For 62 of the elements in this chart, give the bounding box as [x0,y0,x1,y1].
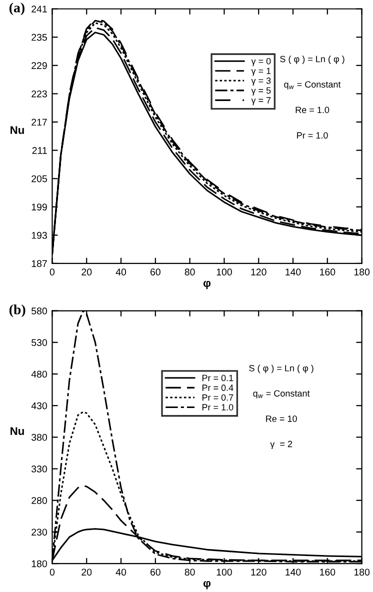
chart-title: (a) [9,2,24,16]
x-tick-label: 0 [50,568,55,576]
legend-label: Pr = 1.0 [202,404,234,410]
y-axis-title: Nu [10,126,24,134]
legend-label: Pr = 0.7 [202,394,234,401]
y-tick-label: 530 [32,339,47,346]
y-tick-label: 205 [32,175,47,182]
y-tick-label: 241 [32,6,47,12]
x-axis-title: φ [203,280,211,290]
y-tick-label: 230 [32,528,47,536]
annotation: Re = 10 [266,416,297,422]
legend-label: γ = 0 [251,58,271,66]
x-tick-label: 100 [216,568,232,576]
x-tick-label: 80 [184,568,195,576]
y-tick-label: 229 [32,62,47,70]
x-tick-label: 80 [184,268,195,276]
annotation: Pr = 1.0 [297,132,328,139]
x-axis-title: φ [203,580,211,590]
y-tick-label: 330 [32,466,47,472]
x-tick-label: 20 [82,268,92,276]
x-tick-label: 100 [216,268,232,276]
y-tick-label: 199 [32,204,47,210]
y-tick-label: 187 [32,260,47,268]
legend-label: γ = 5 [251,87,271,96]
y-tick-label: 235 [32,34,47,41]
chart-title: (b) [9,304,26,318]
y-tick-label: 280 [32,497,47,504]
y-tick-label: 211 [32,147,47,154]
x-tick-label: 140 [286,268,301,276]
annotation: q$_{w}$ = Constant [253,390,310,398]
x-tick-label: 0 [50,268,55,276]
y-tick-label: 223 [32,90,47,98]
legend-label: Pr = 0.1 [202,374,234,382]
x-tick-label: 180 [354,568,370,576]
y-tick-label: 380 [32,434,47,441]
annotation: q$_{w}$ = Constant [284,81,341,90]
y-axis-title: Nu [10,427,24,435]
annotation: Re = 1.0 [296,106,330,114]
y-tick-label: 580 [32,308,47,314]
x-tick-label: 160 [320,268,336,276]
x-tick-label: 60 [150,568,160,576]
y-tick-label: 430 [31,402,47,410]
x-tick-label: 40 [116,568,126,576]
x-tick-label: 160 [320,568,336,576]
x-tick-label: 20 [82,568,92,576]
x-tick-label: 180 [354,268,370,276]
annotation: S ( φ ) = Ln ( φ ) [249,364,314,374]
y-tick-label: 180 [32,560,47,568]
legend-label: γ = 3 [251,78,271,86]
x-tick-label: 60 [150,268,160,276]
y-tick-label: 217 [32,118,47,126]
legend-label: γ = 7 [251,97,271,106]
annotation: γ = 2 [270,440,292,449]
legend-label: Pr = 0.4 [202,384,234,391]
legend-label: γ = 1 [251,68,271,76]
annotation: S ( φ ) = Ln ( φ ) [280,56,344,64]
y-tick-label: 480 [31,370,47,378]
y-tick-label: 193 [32,232,47,239]
x-tick-label: 120 [251,568,266,576]
x-tick-label: 140 [286,568,301,576]
x-tick-label: 40 [116,268,126,276]
x-tick-label: 120 [251,268,266,276]
